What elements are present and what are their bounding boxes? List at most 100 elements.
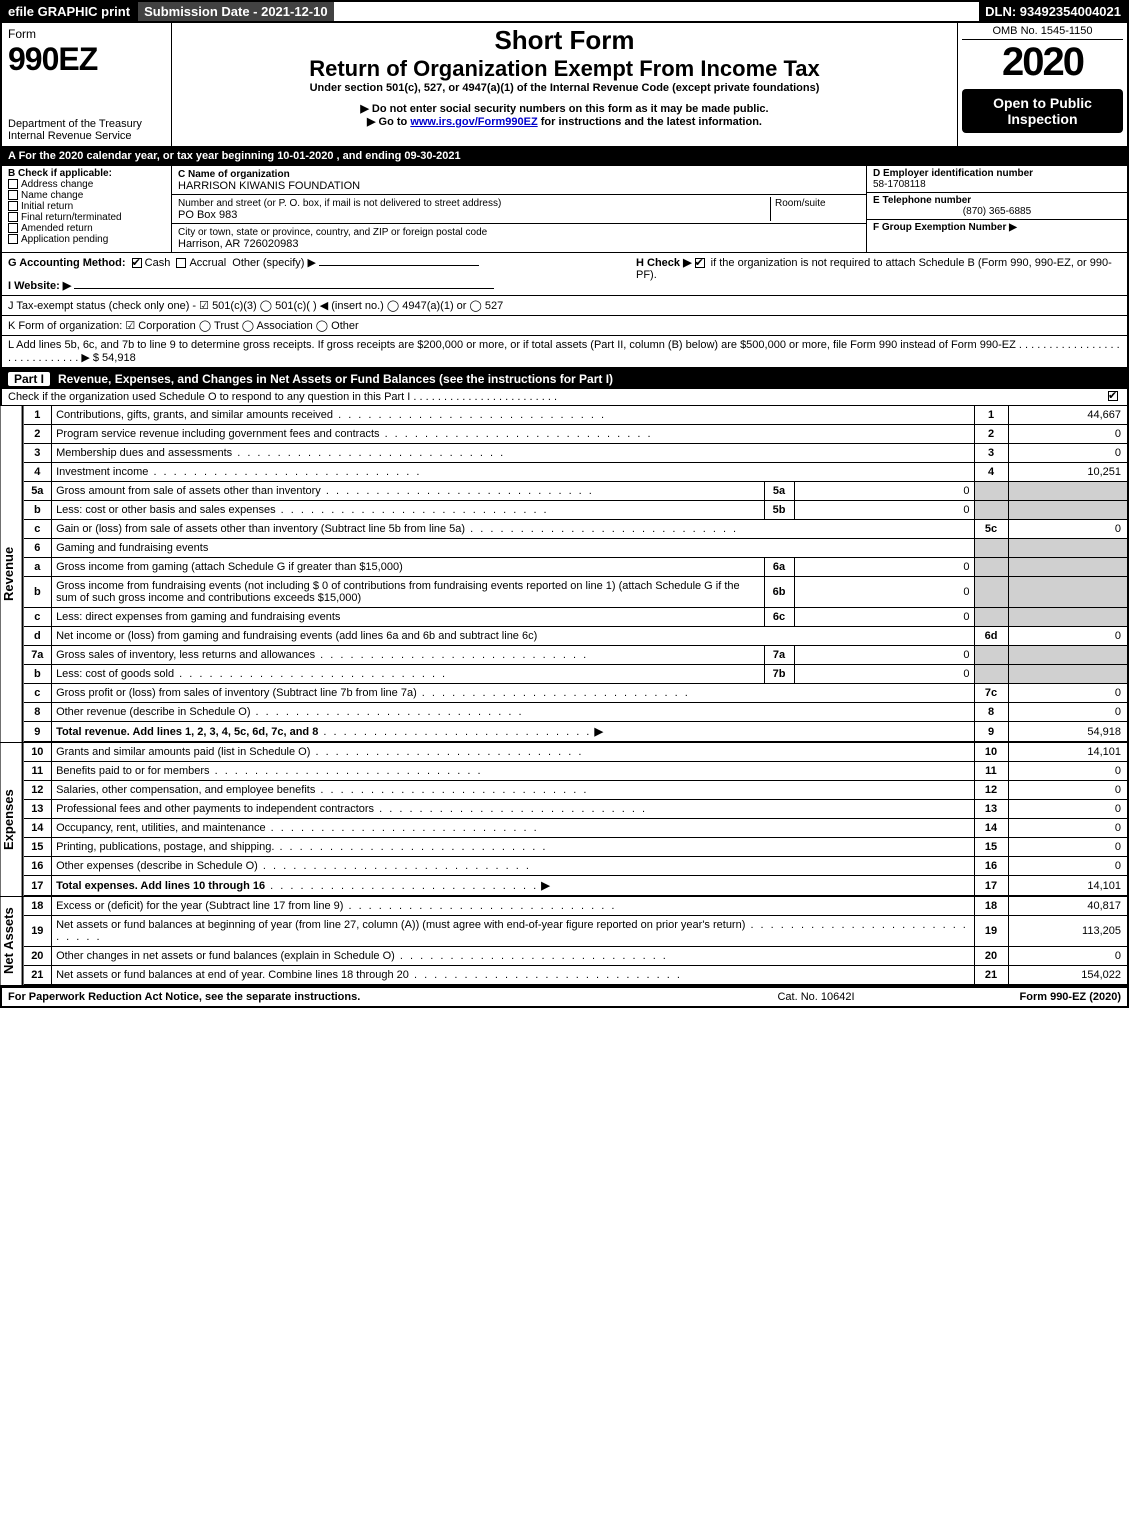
table-row: 3Membership dues and assessments30: [24, 444, 1128, 463]
chk-application-pending[interactable]: [8, 234, 18, 244]
table-row: 18Excess or (deficit) for the year (Subt…: [24, 897, 1128, 916]
pointer-1: ▶ Do not enter social security numbers o…: [178, 102, 951, 115]
table-row: 4Investment income410,251: [24, 463, 1128, 482]
form-header: Form 990EZ Department of the Treasury In…: [0, 23, 1129, 148]
form-word: Form: [8, 27, 165, 41]
chk-name-change[interactable]: [8, 190, 18, 200]
h-block: H Check ▶ if the organization is not req…: [628, 256, 1121, 292]
table-row: 7aGross sales of inventory, less returns…: [24, 646, 1128, 665]
chk-h[interactable]: [695, 258, 705, 268]
omb-number: OMB No. 1545-1150: [962, 25, 1123, 40]
table-row: bLess: cost or other basis and sales exp…: [24, 501, 1128, 520]
box-def: D Employer identification number 58-1708…: [867, 166, 1127, 252]
p2-post: for instructions and the latest informat…: [538, 116, 762, 128]
addr-value: PO Box 983: [178, 209, 237, 221]
under-section: Under section 501(c), 527, or 4947(a)(1)…: [178, 82, 951, 94]
table-row: cGross profit or (loss) from sales of in…: [24, 684, 1128, 703]
revenue-section: Revenue 1Contributions, gifts, grants, a…: [0, 406, 1129, 743]
p2-pre: ▶ Go to: [367, 116, 410, 128]
form-number: 990EZ: [8, 41, 165, 78]
top-bar: efile GRAPHIC print Submission Date - 20…: [0, 0, 1129, 23]
table-row: 19Net assets or fund balances at beginni…: [24, 916, 1128, 947]
i-label: I Website: ▶: [8, 280, 71, 292]
expenses-table: 10Grants and similar amounts paid (list …: [24, 743, 1129, 896]
table-row: 8Other revenue (describe in Schedule O)8…: [24, 703, 1128, 722]
f-label: F Group Exemption Number ▶: [873, 222, 1017, 233]
info-grid: B Check if applicable: Address change Na…: [0, 166, 1129, 253]
part1-title: Revenue, Expenses, and Changes in Net As…: [58, 372, 613, 386]
table-row: 5aGross amount from sale of assets other…: [24, 482, 1128, 501]
header-right: OMB No. 1545-1150 2020 Open to Public In…: [957, 23, 1127, 146]
side-revenue: Revenue: [0, 406, 24, 742]
table-row: 1Contributions, gifts, grants, and simil…: [24, 406, 1128, 425]
side-expenses: Expenses: [0, 743, 24, 896]
part1-tag: Part I: [8, 372, 50, 386]
h-label: H Check ▶: [636, 257, 692, 269]
part1-header: Part I Revenue, Expenses, and Changes in…: [0, 369, 1129, 389]
footer-left: For Paperwork Reduction Act Notice, see …: [8, 991, 691, 1003]
revenue-table: 1Contributions, gifts, grants, and simil…: [24, 406, 1129, 742]
row-a-tax-year: A For the 2020 calendar year, or tax yea…: [0, 148, 1129, 166]
row-k: K Form of organization: ☑ Corporation ◯ …: [0, 316, 1129, 336]
part1-sub-text: Check if the organization used Schedule …: [8, 391, 1108, 403]
page-footer: For Paperwork Reduction Act Notice, see …: [0, 987, 1129, 1008]
return-title: Return of Organization Exempt From Incom…: [178, 56, 951, 82]
city-label: City or town, state or province, country…: [178, 227, 487, 238]
table-row: 21Net assets or fund balances at end of …: [24, 966, 1128, 985]
phone-value: (870) 365-6885: [873, 206, 1121, 217]
row-g: G Accounting Method: Cash Accrual Other …: [0, 253, 1129, 296]
efile-print-label[interactable]: efile GRAPHIC print: [2, 2, 136, 21]
expenses-section: Expenses 10Grants and similar amounts pa…: [0, 743, 1129, 897]
l-amt: $ 54,918: [93, 352, 136, 364]
k-text: K Form of organization: ☑ Corporation ◯ …: [8, 319, 359, 332]
table-row: cLess: direct expenses from gaming and f…: [24, 608, 1128, 627]
box-c: C Name of organization HARRISON KIWANIS …: [172, 166, 867, 252]
footer-right: Form 990-EZ (2020): [941, 991, 1121, 1003]
table-row: 6Gaming and fundraising events: [24, 539, 1128, 558]
table-row: aGross income from gaming (attach Schedu…: [24, 558, 1128, 577]
other-specify-line[interactable]: [319, 265, 479, 266]
topbar-spacer: [334, 2, 980, 21]
table-row: 15Printing, publications, postage, and s…: [24, 838, 1128, 857]
footer-mid: Cat. No. 10642I: [691, 991, 941, 1003]
chk-address-change[interactable]: [8, 179, 18, 189]
website-line[interactable]: [74, 288, 494, 289]
part1-sub: Check if the organization used Schedule …: [0, 389, 1129, 406]
h-text: if the organization is not required to a…: [636, 257, 1112, 281]
chk-accrual[interactable]: [176, 258, 186, 268]
table-row: 13Professional fees and other payments t…: [24, 800, 1128, 819]
irs-link[interactable]: www.irs.gov/Form990EZ: [410, 116, 537, 128]
net-assets-table: 18Excess or (deficit) for the year (Subt…: [24, 897, 1129, 985]
l-text: L Add lines 5b, 6c, and 7b to line 9 to …: [8, 339, 1120, 364]
table-row: dNet income or (loss) from gaming and fu…: [24, 627, 1128, 646]
chk-initial-return[interactable]: [8, 201, 18, 211]
row-l: L Add lines 5b, 6c, and 7b to line 9 to …: [0, 336, 1129, 369]
short-form-title: Short Form: [178, 25, 951, 56]
table-row: 10Grants and similar amounts paid (list …: [24, 743, 1128, 762]
chk-amended-return[interactable]: [8, 223, 18, 233]
table-row: 14Occupancy, rent, utilities, and mainte…: [24, 819, 1128, 838]
chk-schedule-o-p1[interactable]: [1108, 391, 1118, 401]
c-label: C Name of organization: [178, 169, 290, 180]
net-assets-section: Net Assets 18Excess or (deficit) for the…: [0, 897, 1129, 987]
chk-final-return[interactable]: [8, 212, 18, 222]
box-b: B Check if applicable: Address change Na…: [2, 166, 172, 252]
ein-value: 58-1708118: [873, 179, 926, 190]
table-row: 16Other expenses (describe in Schedule O…: [24, 857, 1128, 876]
header-mid: Short Form Return of Organization Exempt…: [172, 23, 957, 146]
addr-label: Number and street (or P. O. box, if mail…: [178, 198, 501, 209]
table-row: 11Benefits paid to or for members110: [24, 762, 1128, 781]
d-label: D Employer identification number: [873, 168, 1033, 179]
j-text: J Tax-exempt status (check only one) - ☑…: [8, 299, 503, 312]
table-row: 20Other changes in net assets or fund ba…: [24, 947, 1128, 966]
chk-cash[interactable]: [132, 258, 142, 268]
org-name: HARRISON KIWANIS FOUNDATION: [178, 180, 360, 192]
room-label: Room/suite: [775, 198, 826, 209]
table-row: 9Total revenue. Add lines 1, 2, 3, 4, 5c…: [24, 722, 1128, 742]
table-row: 17Total expenses. Add lines 10 through 1…: [24, 876, 1128, 896]
tax-year: 2020: [962, 40, 1123, 85]
open-to-public: Open to Public Inspection: [962, 89, 1123, 133]
city-value: Harrison, AR 726020983: [178, 238, 298, 250]
header-left: Form 990EZ Department of the Treasury In…: [2, 23, 172, 146]
pointer-2: ▶ Go to www.irs.gov/Form990EZ for instru…: [178, 115, 951, 128]
